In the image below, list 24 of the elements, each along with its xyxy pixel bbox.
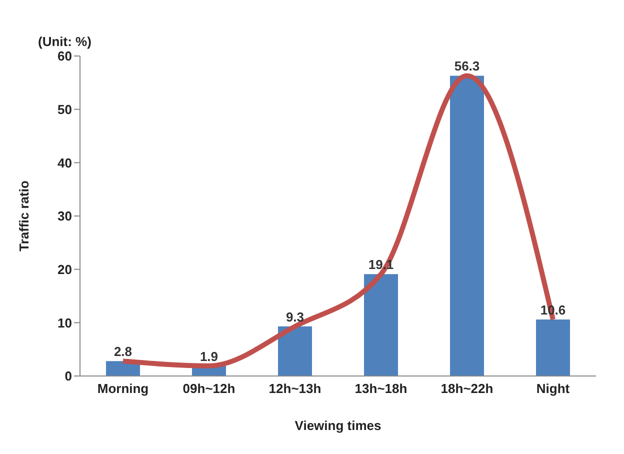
y-tick-label: 60 <box>58 48 72 64</box>
x-tick-label: 13h~18h <box>354 381 408 396</box>
data-label: 2.8 <box>114 344 132 360</box>
y-tick-label: 10 <box>58 315 72 330</box>
y-tick-label: 40 <box>58 155 72 170</box>
x-tick-label: Night <box>536 381 570 396</box>
bar <box>536 319 570 376</box>
x-tick-label: Morning <box>97 381 149 396</box>
bar <box>450 76 484 376</box>
data-label: 56.3 <box>454 58 480 74</box>
y-tick-label: 30 <box>58 208 72 224</box>
x-tick-label: 12h~13h <box>268 381 322 396</box>
data-label: 1.9 <box>200 348 218 364</box>
bar <box>364 274 398 376</box>
y-tick-label: 50 <box>58 102 72 117</box>
x-tick-label: 18h~22h <box>440 381 494 396</box>
x-axis-title: Viewing times <box>294 418 382 433</box>
bar <box>278 326 312 376</box>
y-axis-title: Traffic ratio <box>16 180 32 252</box>
y-tick-label: 0 <box>64 368 72 384</box>
x-tick-label: 09h~12h <box>182 381 236 396</box>
data-label: 9.3 <box>286 309 304 324</box>
y-tick-label: 20 <box>58 262 72 277</box>
text: (Unit: %) <box>38 34 92 49</box>
